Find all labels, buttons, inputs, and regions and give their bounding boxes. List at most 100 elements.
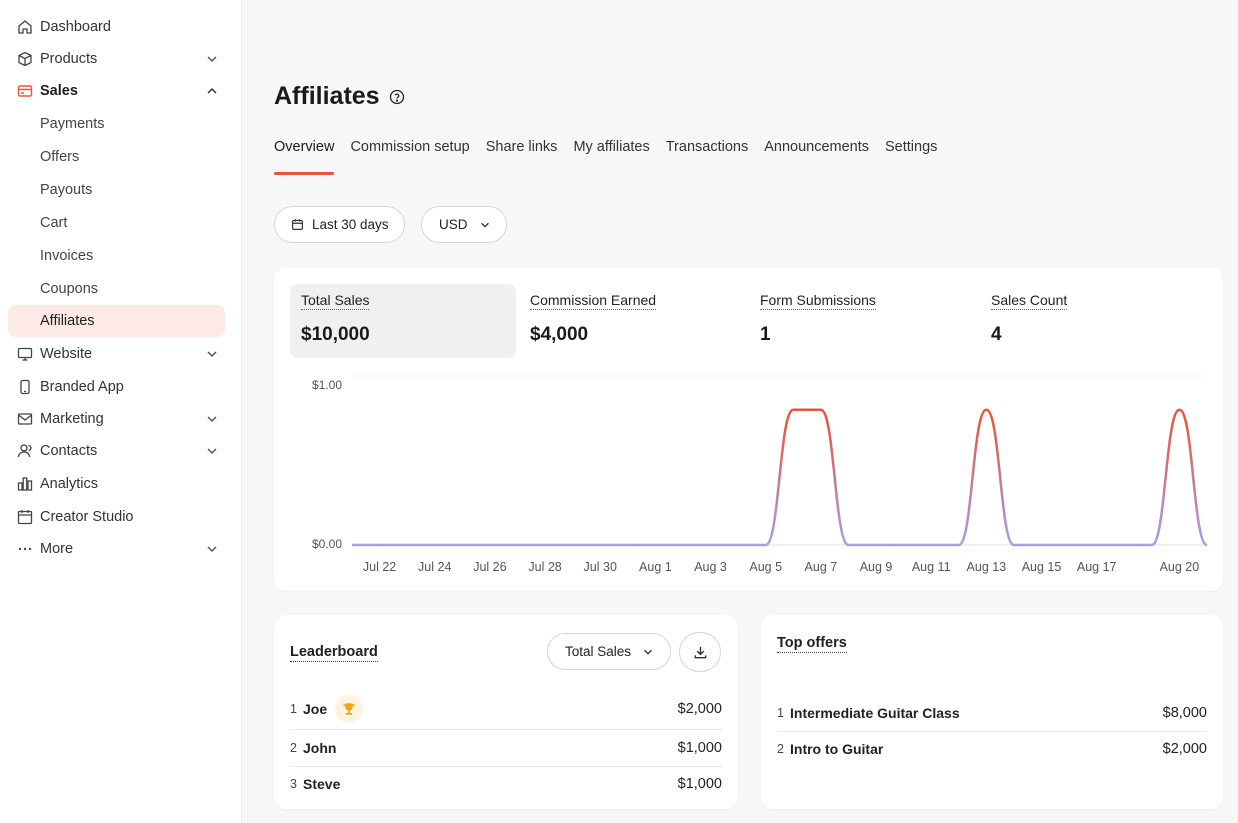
tab-announcements[interactable]: Announcements bbox=[764, 139, 869, 155]
page-title-text: Affiliates bbox=[274, 82, 380, 110]
sidebar-item-label: Website bbox=[40, 346, 93, 362]
sidebar-item-marketing[interactable]: Marketing bbox=[8, 403, 225, 435]
metric-form-submissions[interactable]: Form Submissions 1 bbox=[749, 284, 975, 358]
row-name: Intermediate Guitar Class bbox=[790, 705, 960, 721]
sidebar-item-label: Sales bbox=[40, 83, 78, 99]
tab-transactions[interactable]: Transactions bbox=[665, 139, 749, 155]
more-icon bbox=[17, 541, 33, 557]
row-amount: $1,000 bbox=[677, 740, 722, 756]
list-item: 1 Intermediate Guitar Class $8,000 bbox=[777, 695, 1207, 731]
row-divider bbox=[290, 766, 722, 767]
sidebar-item-label: More bbox=[40, 541, 74, 557]
leaderboard-sort-select[interactable]: Total Sales bbox=[547, 633, 671, 670]
x-tick-label: Aug 17 bbox=[1076, 560, 1117, 574]
sidebar-subitem-coupons[interactable]: Coupons bbox=[8, 273, 225, 305]
metric-label: Form Submissions bbox=[760, 292, 876, 310]
metric-label: Commission Earned bbox=[530, 292, 657, 310]
y-tick-label: $1.00 bbox=[311, 378, 342, 392]
tab-my-affiliates[interactable]: My affiliates bbox=[573, 139, 650, 155]
row-divider bbox=[290, 729, 722, 730]
tab-settings[interactable]: Settings bbox=[885, 139, 938, 155]
date-range-label: Last 30 days bbox=[312, 217, 389, 232]
sidebar-subitem-offers[interactable]: Offers bbox=[8, 141, 225, 173]
help-icon[interactable] bbox=[389, 89, 405, 105]
metric-commission-earned[interactable]: Commission Earned $4,000 bbox=[519, 284, 745, 358]
leaderboard-sort-label: Total Sales bbox=[565, 644, 632, 659]
sidebar-item-label: Contacts bbox=[40, 443, 98, 459]
x-tick-label: Aug 9 bbox=[859, 560, 893, 574]
top-offers-card: Top offers 1 Intermediate Guitar Class $… bbox=[761, 615, 1223, 809]
row-name: John bbox=[303, 740, 337, 756]
sidebar-item-label: Marketing bbox=[40, 411, 104, 427]
metric-value: $4,000 bbox=[530, 324, 589, 345]
sidebar-subitem-payments[interactable]: Payments bbox=[8, 108, 225, 140]
sidebar: Dashboard Products Sales Payments Offers… bbox=[0, 0, 242, 823]
top-offers-title: Top offers bbox=[777, 635, 847, 653]
row-amount: $8,000 bbox=[1162, 705, 1207, 721]
sidebar-subitem-invoices[interactable]: Invoices bbox=[8, 240, 225, 272]
sidebar-item-creator-studio[interactable]: Creator Studio bbox=[8, 501, 225, 533]
page-title: Affiliates bbox=[274, 82, 405, 111]
sidebar-subitem-label: Payments bbox=[40, 116, 105, 132]
chevron-down-icon bbox=[207, 546, 217, 553]
series-line-total-sales bbox=[352, 408, 1209, 547]
metric-value: 4 bbox=[991, 324, 1002, 345]
x-tick-label: Aug 11 bbox=[911, 560, 951, 574]
metric-total-sales[interactable]: Total Sales $10,000 bbox=[290, 284, 516, 358]
x-tick-label: Aug 13 bbox=[966, 560, 1007, 574]
metric-value: $10,000 bbox=[301, 324, 370, 345]
row-name: Intro to Guitar bbox=[790, 741, 884, 757]
date-range-button[interactable]: Last 30 days bbox=[274, 206, 405, 243]
sidebar-item-label: Dashboard bbox=[40, 19, 111, 35]
row-rank: 2 bbox=[777, 742, 784, 756]
download-button[interactable] bbox=[679, 632, 721, 672]
x-tick-label: Aug 1 bbox=[639, 560, 672, 574]
chevron-up-icon bbox=[207, 87, 217, 94]
sidebar-subitem-cart[interactable]: Cart bbox=[8, 207, 225, 239]
sidebar-item-products[interactable]: Products bbox=[8, 43, 225, 75]
table-row: 1 Joe $2,000 bbox=[290, 691, 722, 727]
sidebar-subitem-affiliates[interactable]: Affiliates bbox=[8, 305, 225, 337]
table-row: 3 Steve $1,000 bbox=[290, 766, 722, 802]
tab-overview[interactable]: Overview bbox=[274, 139, 335, 175]
monitor-icon bbox=[17, 346, 33, 362]
sidebar-subitem-payouts[interactable]: Payouts bbox=[8, 174, 225, 206]
tab-commission-setup[interactable]: Commission setup bbox=[350, 139, 470, 155]
sidebar-subitem-label: Payouts bbox=[40, 182, 93, 198]
chevron-down-icon bbox=[207, 56, 217, 63]
sidebar-item-label: Branded App bbox=[40, 379, 124, 395]
sidebar-subitem-label: Offers bbox=[40, 149, 80, 165]
x-tick-label: Jul 30 bbox=[583, 560, 617, 574]
sidebar-item-label: Analytics bbox=[40, 476, 99, 492]
row-rank: 1 bbox=[290, 702, 297, 716]
chevron-down-icon bbox=[644, 649, 652, 655]
x-tick-label: Aug 3 bbox=[694, 560, 727, 574]
metric-sales-count[interactable]: Sales Count 4 bbox=[980, 284, 1206, 358]
sidebar-item-dashboard[interactable]: Dashboard bbox=[8, 11, 225, 43]
table-row: 2 John $1,000 bbox=[290, 730, 722, 766]
sales-line-chart bbox=[352, 375, 1209, 547]
sidebar-subitem-label: Affiliates bbox=[40, 313, 95, 329]
card-icon bbox=[17, 83, 33, 99]
sidebar-item-contacts[interactable]: Contacts bbox=[8, 435, 225, 467]
chevron-down-icon bbox=[480, 222, 489, 228]
leaderboard-card: Leaderboard Total Sales 1 Joe $2,000 2 J… bbox=[274, 615, 738, 809]
sidebar-item-sales[interactable]: Sales bbox=[8, 75, 225, 107]
chevron-down-icon bbox=[207, 448, 217, 455]
download-icon bbox=[694, 646, 706, 658]
sidebar-item-website[interactable]: Website bbox=[8, 338, 225, 370]
sidebar-item-analytics[interactable]: Analytics bbox=[8, 468, 225, 500]
box-icon bbox=[17, 51, 33, 67]
sidebar-item-more[interactable]: More bbox=[8, 533, 225, 565]
chevron-down-icon bbox=[207, 416, 217, 423]
metric-value: 1 bbox=[760, 324, 771, 345]
x-tick-label: Jul 22 bbox=[362, 560, 397, 574]
leaderboard-title-text: Leaderboard bbox=[290, 644, 378, 662]
row-divider bbox=[777, 731, 1207, 732]
currency-select[interactable]: USD bbox=[421, 206, 507, 243]
calendar-icon bbox=[292, 219, 303, 230]
x-tick-label: Aug 5 bbox=[749, 560, 783, 574]
x-tick-label: Aug 7 bbox=[804, 560, 838, 574]
sidebar-item-branded-app[interactable]: Branded App bbox=[8, 371, 225, 403]
tab-share-links[interactable]: Share links bbox=[485, 139, 558, 155]
